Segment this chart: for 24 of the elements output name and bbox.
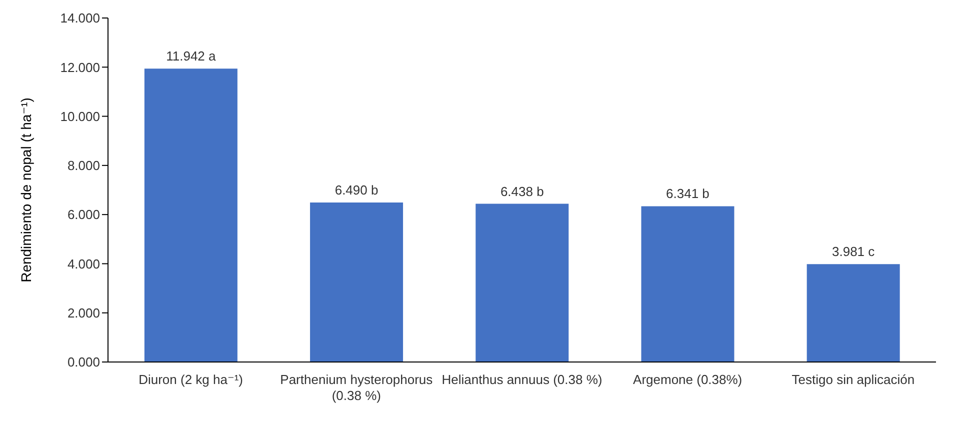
x-tick-label: Helianthus annuus (0.38 %) (442, 372, 602, 387)
bar (476, 204, 569, 362)
y-tick-label: 14.000 (60, 10, 100, 26)
x-tick-label: Diuron (2 kg ha⁻¹) (138, 372, 244, 387)
data-label: 3.981 c (832, 244, 876, 260)
bar (144, 68, 238, 362)
y-tick-label: 2.000 (67, 305, 100, 320)
x-tick-label: Argemone (0.38%) (633, 372, 742, 387)
data-label: 6.341 b (666, 186, 710, 202)
y-tick-label: 0.000 (67, 354, 100, 370)
data-label: 6.490 b (334, 182, 378, 198)
x-tick-label: Testigo sin aplicación (792, 372, 915, 387)
y-tick-label: 8.000 (67, 158, 100, 174)
data-label: 11.942 a (166, 48, 217, 64)
y-axis-title: Rendimiento de nopal (t ha⁻¹) (18, 98, 34, 282)
y-tick-label: 6.000 (67, 207, 100, 222)
bar (310, 202, 404, 362)
y-tick-label: 4.000 (67, 256, 100, 272)
bar (806, 264, 900, 362)
data-label: 6.438 b (500, 184, 544, 199)
y-tick-label: 10.000 (60, 108, 100, 124)
y-tick-label: 12.000 (60, 60, 100, 75)
x-tick-label: Parthenium hysterophorus (0.38 %) (280, 372, 434, 403)
bar (641, 206, 734, 362)
